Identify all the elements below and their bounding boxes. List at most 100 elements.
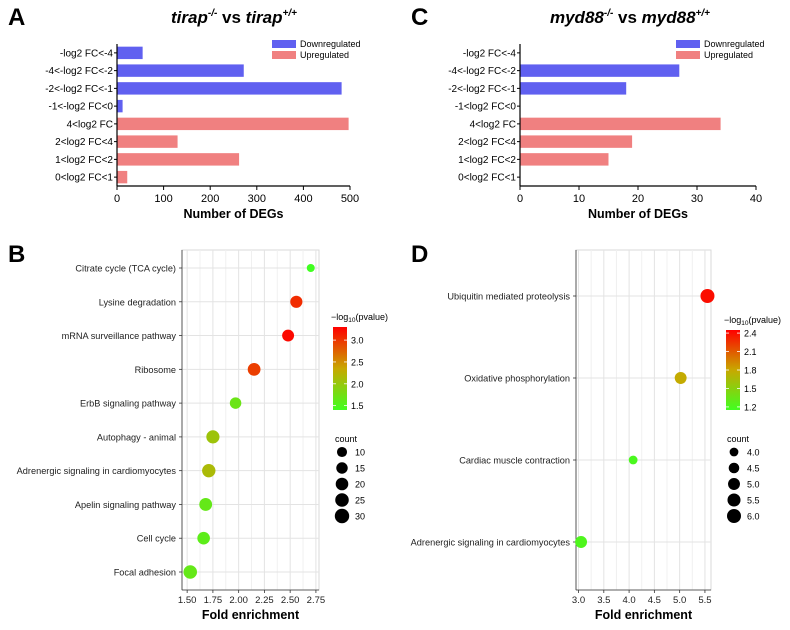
pathway-label: Apelin signaling pathway [75, 500, 177, 510]
x-tick-label: 40 [750, 193, 762, 205]
panel-c-title-gene: myd88 [550, 8, 604, 27]
category-label: 4<log2 FC [470, 119, 516, 130]
panel-a-title-vs: vs [217, 8, 245, 27]
colorbar-tick-label: 1.8 [744, 366, 757, 376]
size-legend-dot [729, 447, 739, 457]
pathway-label: Autophagy - animal [97, 432, 176, 442]
category-label: 1<log2 FC<2 [55, 155, 113, 166]
colorbar [726, 330, 740, 410]
x-tick-label: 300 [248, 193, 266, 205]
legend-swatch [272, 51, 296, 59]
x-tick-label: 2.50 [281, 595, 300, 606]
x-tick-label: 30 [691, 193, 703, 205]
bar [520, 153, 609, 166]
panel-letter-d: D [411, 241, 428, 268]
x-tick-label: 400 [294, 193, 312, 205]
category-label: 4<log2 FC [67, 119, 113, 130]
size-legend-dot [336, 462, 348, 474]
x-tick-label: 5.5 [698, 595, 711, 606]
bar [520, 135, 633, 148]
bar [117, 46, 143, 60]
x-tick-label: 2.00 [229, 595, 248, 606]
panel-a-title-gene: tirap [171, 8, 208, 27]
x-tick-label: 5.0 [673, 595, 686, 606]
enrichment-dot [575, 536, 588, 548]
category-label: -2<-log2 FC<-1 [448, 84, 516, 95]
category-label: -log2 FC<-4 [463, 48, 517, 59]
size-legend-title: count [727, 434, 750, 444]
enrichment-dot [628, 455, 638, 465]
size-legend-dot [727, 509, 741, 523]
enrichment-dot [306, 264, 315, 272]
size-legend-dot [728, 478, 740, 490]
colorbar-tick-label: 3.0 [351, 336, 364, 346]
size-legend-label: 6.0 [747, 512, 760, 522]
category-label: 1<log2 FC<2 [458, 155, 516, 166]
category-label: 2<log2 FC<4 [458, 137, 516, 148]
enrichment-dot [674, 372, 687, 384]
bar-chart-c: -log2 FC<-4 -4<-log2 FC<-2 -2<-log2 FC<-1 -… [448, 39, 764, 221]
enrichment-dot [197, 531, 210, 545]
size-legend-title: count [335, 434, 358, 444]
pathway-label: Adrenergic signaling in cardiomyocytes [411, 538, 571, 548]
pathway-label: Adrenergic signaling in cardiomyocytes [17, 466, 177, 476]
panel-letter-c: C [411, 4, 428, 31]
colorbar-tick-label: 2.1 [744, 347, 757, 357]
bar [520, 64, 680, 77]
dot-plot-d: Ubiquitin mediated proteolysis Oxidative … [411, 249, 781, 622]
x-axis-title: Number of DEGs [183, 207, 283, 221]
legend-swatch [676, 40, 700, 48]
enrichment-dot [290, 295, 303, 308]
colorbar-tick-label: 1.5 [744, 384, 757, 394]
x-tick-label: 2.75 [307, 595, 326, 606]
x-tick-label: 1.50 [178, 595, 197, 606]
pathway-label: mRNA surveillance pathway [62, 331, 177, 341]
x-tick-label: 200 [201, 193, 219, 205]
bar-chart-a: -log2 FC<-4 -4<-log2 FC<-2 -2<-log2 FC<-1 -… [45, 39, 360, 221]
bar [520, 117, 721, 131]
x-tick-label: 3.0 [572, 595, 585, 606]
x-tick-label: 20 [632, 193, 644, 205]
x-tick-label: 500 [341, 193, 359, 205]
panel-letter-b: B [8, 241, 25, 268]
colorbar-title-main: −log [331, 312, 348, 322]
legend-label: Upregulated [300, 50, 349, 60]
x-tick-label: 100 [154, 193, 172, 205]
colorbar-tick-label: 1.2 [744, 402, 757, 412]
category-label: 0<log2 FC<1 [458, 173, 516, 184]
size-legend-dot [336, 446, 348, 458]
category-label: -1<log2 FC<0 [455, 102, 517, 113]
x-axis-title: Fold enrichment [595, 608, 693, 622]
size-legend-label: 20 [355, 480, 365, 490]
category-label: -1<-log2 FC<0 [49, 102, 114, 113]
x-tick-label: 0 [517, 193, 523, 205]
size-legend-label: 25 [355, 496, 365, 506]
colorbar-title: −log10(pvalue) [331, 312, 388, 324]
colorbar-tick-label: 1.5 [351, 401, 364, 411]
plot-area [575, 249, 712, 591]
size-legend-label: 30 [355, 512, 365, 522]
colorbar [333, 327, 347, 410]
colorbar-title-sub: 10 [348, 317, 356, 324]
panel-c-title-vs: vs [613, 8, 641, 27]
enrichment-dot [229, 397, 242, 409]
size-legend-label: 4.0 [747, 448, 760, 458]
category-label: -2<-log2 FC<-1 [45, 84, 113, 95]
x-tick-label: 2.25 [255, 595, 274, 606]
bar [117, 135, 178, 148]
bar [117, 82, 342, 95]
legend-label: Downregulated [704, 39, 765, 49]
legend-label: Upregulated [704, 50, 753, 60]
panel-a-title: tirap-/- vs tirap+/+ [171, 8, 297, 27]
colorbar-title: −log10(pvalue) [724, 315, 781, 327]
pathway-label: Ribosome [135, 365, 176, 375]
panel-a-title-gene2: tirap [246, 8, 283, 27]
category-label: -log2 FC<-4 [60, 48, 114, 59]
size-legend-label: 5.0 [747, 480, 760, 490]
bar [117, 117, 349, 131]
category-label: -4<-log2 FC<-2 [45, 66, 113, 77]
colorbar-tick-label: 2.0 [351, 379, 364, 389]
colorbar-tick-label: 2.4 [744, 329, 757, 339]
x-tick-label: 3.5 [597, 595, 610, 606]
